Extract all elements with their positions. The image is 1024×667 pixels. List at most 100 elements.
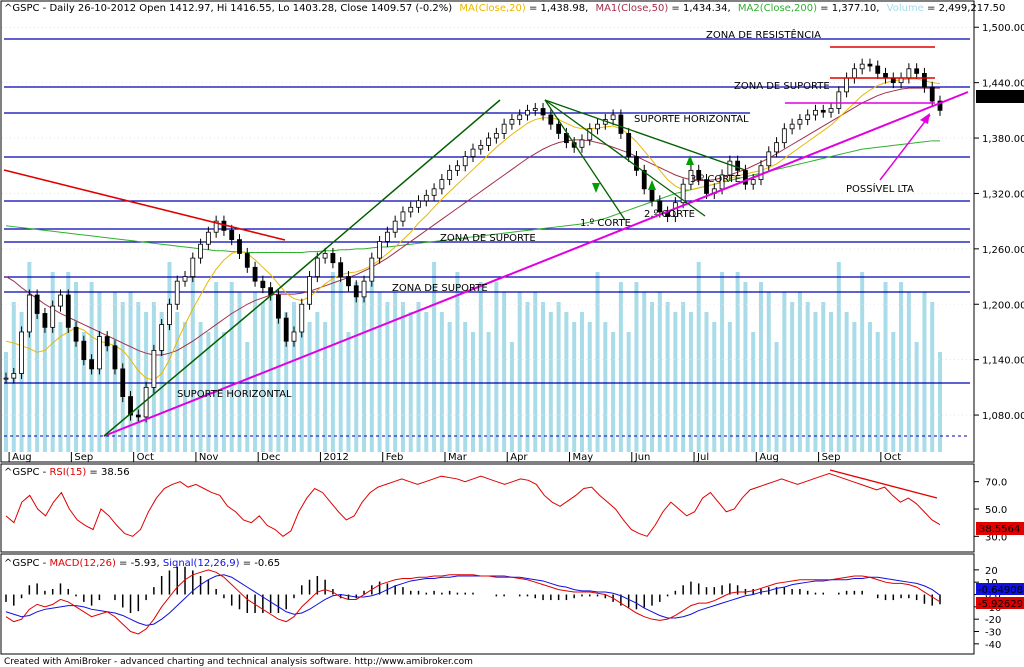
label-corte3: 3.º CORTE <box>690 174 741 185</box>
ma20-value: = 1,438.98, <box>526 3 588 14</box>
volume-bar <box>626 332 631 452</box>
macd-line <box>5 569 941 635</box>
price-candle-body <box>875 65 881 74</box>
price-candle-body <box>81 340 87 361</box>
price-candle-body <box>929 86 935 102</box>
rsi-value-box: 38.5564 <box>976 522 1024 535</box>
rsi-panel <box>0 463 975 553</box>
volume-bar <box>221 332 226 452</box>
volume-bar <box>400 302 405 452</box>
date-tick-label: Sep <box>74 452 93 463</box>
rsi-legend: RSI(15) <box>49 467 86 478</box>
macd-header-ticker: ^GSPC - <box>4 558 49 569</box>
volume-bar <box>758 282 763 452</box>
price-candle-body <box>260 280 266 289</box>
price-candle-body <box>50 305 56 328</box>
ma200-legend: MA2(Close,200) <box>738 3 817 14</box>
label-zona-suporte-mid: ZONA DE SUPORTE <box>440 233 536 244</box>
price-candle-body <box>501 123 507 134</box>
volume-bar <box>712 322 717 452</box>
volume-bar <box>595 272 600 452</box>
volume-bar <box>354 282 359 452</box>
volume-bar <box>307 322 312 452</box>
volume-bar <box>338 282 343 452</box>
annotations: ZONA DE RESISTÊNCIA ZONA DE SUPORTE SUPO… <box>177 28 914 400</box>
volume-bar <box>766 292 771 452</box>
volume-bar <box>774 342 779 452</box>
macd-tick-label: -40 <box>985 640 1001 651</box>
price-candle-body <box>283 317 289 342</box>
volume-bar <box>930 302 935 452</box>
volume-bar <box>541 302 546 452</box>
date-tick-label: Oct <box>884 452 901 463</box>
signal-value: = -0.65 <box>240 558 281 569</box>
price-candle-body <box>657 200 663 213</box>
price-candle-body <box>307 276 312 305</box>
price-candle-body <box>353 285 359 298</box>
ma50-legend: MA1(Close,50) <box>595 3 668 14</box>
volume-bar <box>727 322 732 452</box>
volume-bar <box>844 312 849 452</box>
rsi-box-bg <box>976 522 1024 535</box>
volume-bar <box>105 342 110 452</box>
volume-bar <box>790 302 795 452</box>
price-candle-body <box>26 294 32 333</box>
date-tick-label: Sep <box>822 452 841 463</box>
price-candle-body <box>198 243 203 259</box>
price-candle-body <box>377 241 383 259</box>
volume-bar <box>533 292 538 452</box>
date-tick-label: Apr <box>510 452 528 463</box>
volume-bar <box>517 292 522 452</box>
volume-bar <box>315 312 320 452</box>
price-candle-body <box>688 169 694 185</box>
rsi-tick-label: 70.0 <box>985 478 1007 489</box>
green-uptrend-2 <box>274 99 501 293</box>
price-tick-label: 1,080.00 <box>982 411 1024 422</box>
rsi-y-axis: 70.0 50.0 30.0 <box>974 478 1007 543</box>
volume-bar <box>813 312 818 452</box>
date-x-axis: Aug Sep Oct Nov Dec 2012 Feb Mar Apr May Jun Jul Aug… <box>8 452 901 463</box>
price-candle-body <box>634 156 639 171</box>
price-candle-body <box>680 183 686 204</box>
price-candle-body <box>937 100 943 111</box>
price-candle-body <box>408 206 414 213</box>
volume-bar <box>19 312 24 452</box>
volume-bar <box>369 282 374 452</box>
volume-bar <box>377 292 382 452</box>
macd-tick-label: 20 <box>985 566 998 577</box>
lta-arrow-shaft <box>879 114 931 181</box>
price-candle-body <box>493 133 499 139</box>
price-candle-body <box>579 139 585 148</box>
price-candle-body <box>486 137 491 146</box>
ma200-line <box>5 140 940 254</box>
price-tick-label: 1,440.00 <box>982 79 1024 90</box>
volume-bar <box>268 292 273 452</box>
volume-bar <box>27 262 32 452</box>
rsi-divergence-line <box>829 469 938 499</box>
volume-bar <box>35 312 40 452</box>
date-tick-label: Mar <box>448 452 468 463</box>
price-candle-body <box>626 133 632 157</box>
price-candle-body <box>34 294 40 314</box>
label-corte1: 1.º CORTE <box>580 218 631 229</box>
price-candle-body <box>330 253 336 264</box>
volume-bar <box>673 312 678 452</box>
volume-bar <box>58 322 63 452</box>
price-candle-body <box>455 165 460 171</box>
macd-tick-label: -30 <box>985 628 1001 639</box>
volume-bar <box>688 312 693 452</box>
price-candle-body <box>447 169 453 180</box>
volume-bar <box>821 302 826 452</box>
price-candle-body <box>416 200 421 208</box>
footer-credit: Created with AmiBroker - advanced charti… <box>4 657 473 667</box>
volume-bar <box>463 322 468 452</box>
price-candle-body <box>750 179 756 185</box>
volume-bar <box>237 292 242 452</box>
price-candle-body <box>525 109 530 116</box>
support-resistance-lines <box>4 38 970 384</box>
price-candle-body <box>89 359 95 370</box>
signal-box-text: -0.649088 <box>978 585 1024 596</box>
price-candle-body <box>758 165 764 180</box>
volume-bar <box>782 292 787 452</box>
volume-bar <box>291 302 296 452</box>
